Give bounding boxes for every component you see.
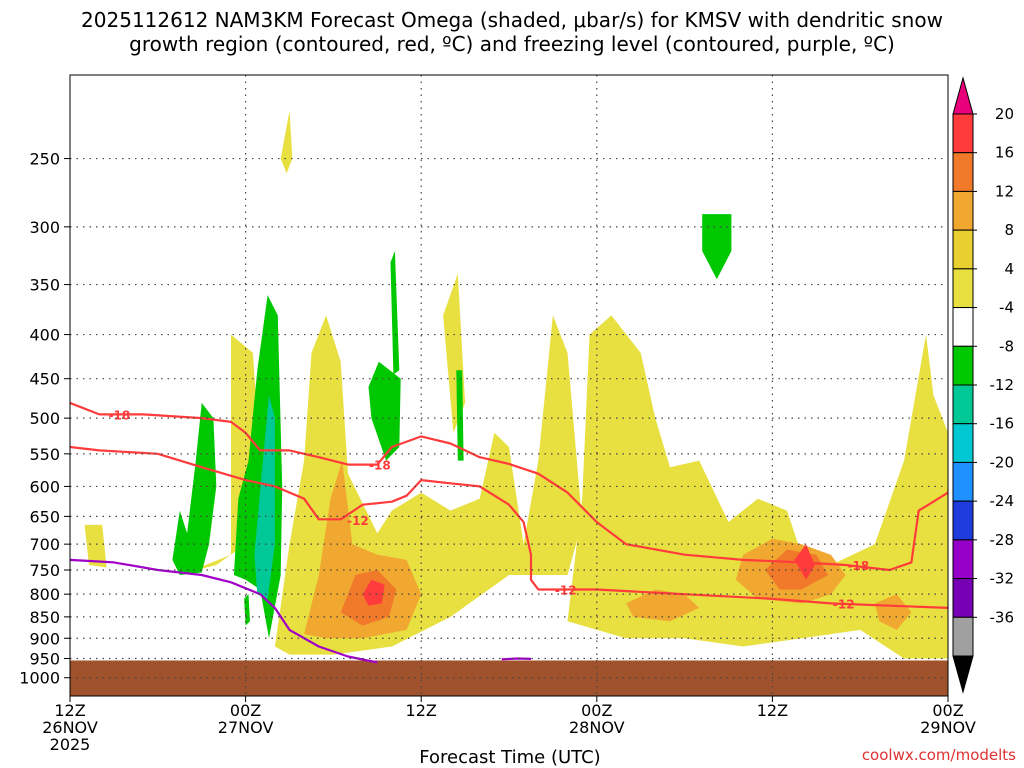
omega-shade-21 xyxy=(254,395,275,599)
contour-line-3 xyxy=(501,657,532,661)
colorbar-box-1 xyxy=(952,152,974,192)
colorbar-box-0 xyxy=(952,113,974,154)
y-tick-label-350: 350 xyxy=(29,276,60,295)
x-tick-label-12-1: 27NOV xyxy=(218,718,274,737)
x-tick-label-60-1: 29NOV xyxy=(920,718,976,737)
colorbar: 20 16 12 8 4 -4 -8 -12 -16 -20 -24 -28 -32 -36 xyxy=(952,76,1015,694)
x-tick-label-0-2: 2025 xyxy=(50,735,91,754)
colorbar-label-13: -36 xyxy=(990,608,1015,626)
colorbar-label-10: -24 xyxy=(990,492,1015,510)
contour-label-0-0: -18 xyxy=(109,408,131,422)
colorbar-label-0: 20 xyxy=(995,105,1014,123)
colorbar-box-10 xyxy=(952,500,974,541)
y-tick-label-800: 800 xyxy=(29,585,60,604)
colorbar-box-11 xyxy=(952,539,974,580)
x-tick-label-48-0: 12Z xyxy=(757,701,788,720)
colorbar-box-12 xyxy=(952,578,974,618)
y-tick-label-850: 850 xyxy=(29,608,60,627)
omega-shade-8 xyxy=(626,589,700,622)
colorbar-box-13 xyxy=(952,616,974,657)
contour-label-1-1: -12 xyxy=(555,583,577,597)
y-tick-label-500: 500 xyxy=(29,409,60,428)
colorbar-box-4 xyxy=(952,268,974,309)
y-tick-label-650: 650 xyxy=(29,507,60,526)
colorbar-label-4: 4 xyxy=(1004,260,1014,278)
x-tick-label-24-0: 12Z xyxy=(406,701,437,720)
axes: 250 300 350 400 450 500 550 600 650 700 750 800 850 9… xyxy=(19,74,976,754)
omega-shade-17 xyxy=(390,251,400,375)
y-tick-label-950: 950 xyxy=(29,650,60,669)
colorbar-label-5: -4 xyxy=(999,299,1014,317)
x-tick-label-36-1: 28NOV xyxy=(569,718,625,737)
contour-label-1-2: -12 xyxy=(833,597,855,611)
contour-label-0-1: -18 xyxy=(369,459,391,473)
y-tick-label-400: 400 xyxy=(29,326,60,345)
site-credit[interactable]: coolwx.com/modelts xyxy=(862,746,1016,764)
colorbar-label-3: 8 xyxy=(1004,221,1014,239)
colorbar-box-8 xyxy=(952,423,974,463)
y-tick-label-300: 300 xyxy=(29,218,60,237)
colorbar-label-6: -8 xyxy=(999,337,1014,355)
omega-shade-3 xyxy=(84,524,107,568)
colorbar-box-9 xyxy=(952,461,974,502)
colorbar-box-3 xyxy=(952,229,974,270)
omega-shade-12 xyxy=(362,579,385,606)
chart-title-line1: 2025112612 NAM3KM Forecast Omega (shaded… xyxy=(81,8,943,32)
plot-frame xyxy=(69,74,949,697)
contour-line-2 xyxy=(70,558,378,664)
plot-area: -18 -18 -18 -12 -12 -12 xyxy=(70,110,948,696)
omega-shade-19 xyxy=(702,214,732,280)
plot-clip-group: -18 -18 -18 -12 -12 -12 xyxy=(70,110,948,696)
colorbar-box-6 xyxy=(952,345,974,386)
omega-shade-14 xyxy=(172,402,217,575)
colorbar-box-5 xyxy=(952,307,974,347)
y-tick-label-550: 550 xyxy=(29,445,60,464)
contour-line-1 xyxy=(70,445,948,609)
colorbar-label-2: 12 xyxy=(995,182,1014,200)
terrain-ground xyxy=(70,660,948,696)
colorbar-label-12: -32 xyxy=(990,570,1015,588)
omega-shade-16 xyxy=(368,361,401,461)
omega-shade-5 xyxy=(280,110,293,174)
colorbar-label-8: -16 xyxy=(990,415,1015,433)
colorbar-label-11: -28 xyxy=(990,531,1015,549)
colorbar-label-7: -12 xyxy=(990,376,1015,394)
y-tick-label-1000: 1000 xyxy=(19,669,60,688)
x-axis-label: Forecast Time (UTC) xyxy=(419,747,600,768)
contour-label-0-2: -18 xyxy=(848,559,870,573)
contour-line-0 xyxy=(70,401,948,572)
omega-shade-18 xyxy=(456,370,464,461)
colorbar-label-1: 16 xyxy=(995,144,1014,162)
y-tick-label-600: 600 xyxy=(29,477,60,496)
x-tick-label-0-1: 26NOV xyxy=(42,718,98,737)
contour-label-1-0: -12 xyxy=(347,514,369,528)
y-tick-label-450: 450 xyxy=(29,370,60,389)
colorbar-box-7 xyxy=(952,384,974,425)
y-tick-label-700: 700 xyxy=(29,535,60,554)
omega-shade-9 xyxy=(874,594,912,630)
y-tick-label-750: 750 xyxy=(29,561,60,580)
x-tick-label-0-0: 12Z xyxy=(54,701,85,720)
x-tick-label-60-0: 00Z xyxy=(932,701,963,720)
y-tick-label-250: 250 xyxy=(29,150,60,169)
colorbar-top-arrow xyxy=(952,76,974,115)
x-tick-label-12-0: 00Z xyxy=(230,701,261,720)
colorbar-bottom-arrow xyxy=(952,655,974,694)
omega-shade-20 xyxy=(244,594,250,626)
chart-title-line2: growth region (contoured, red, ºC) and f… xyxy=(129,32,895,56)
x-tick-label-36-0: 00Z xyxy=(581,701,612,720)
y-tick-label-900: 900 xyxy=(29,629,60,648)
omega-shade-2 xyxy=(567,315,948,659)
colorbar-box-2 xyxy=(952,190,974,231)
colorbar-label-9: -20 xyxy=(990,453,1015,471)
